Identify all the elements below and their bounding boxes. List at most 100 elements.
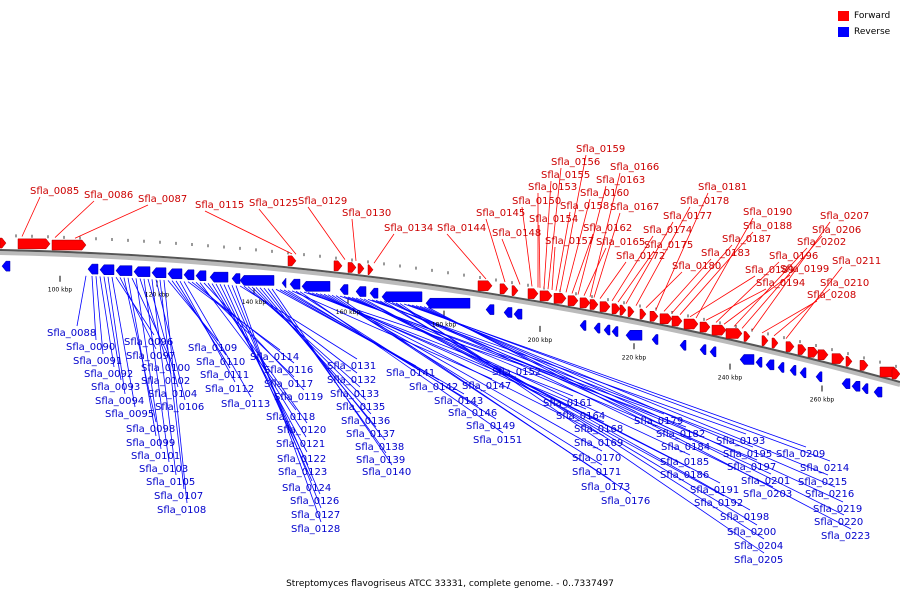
reverse-gene-label: Sfla_0164: [556, 411, 605, 422]
forward-leader-line: [635, 206, 691, 306]
reverse-gene-label: Sfla_0214: [800, 463, 849, 474]
reverse-gene-arrow: [513, 308, 523, 320]
forward-leader-line: [705, 288, 767, 321]
reverse-gene-arrow: [579, 320, 587, 331]
reverse-gene-label: Sfla_0118: [266, 412, 315, 423]
forward-leader-line: [54, 200, 95, 238]
reverse-leader-line: [163, 280, 188, 504]
reverse-gene-arrow: [815, 371, 823, 383]
reverse-leader-line: [263, 287, 386, 441]
forward-gene-label: Sfla_0189: [745, 265, 794, 276]
reverse-leader-line: [283, 289, 465, 395]
reverse-gene-arrow: [209, 271, 229, 283]
reverse-leader-line: [247, 286, 361, 388]
legend-reverse: Reverse: [838, 25, 890, 39]
reverse-gene-label: Sfla_0223: [821, 531, 870, 542]
forward-leader-line: [593, 212, 621, 298]
forward-leader-line: [583, 247, 607, 296]
reverse-leader-line: [347, 296, 692, 441]
forward-gene-label: Sfla_0167: [610, 202, 659, 213]
reverse-gene-label: Sfla_0197: [727, 462, 776, 473]
forward-gene-arrow: [859, 360, 869, 371]
forward-gene-arrow: [347, 262, 357, 273]
forward-leader-line: [611, 235, 654, 302]
forward-leader-line: [679, 231, 754, 315]
forward-gene-arrow: [743, 331, 751, 342]
forward-gene-arrow: [831, 353, 845, 364]
reverse-gene-arrow: [281, 277, 287, 289]
gene-labels: Sfla_0085 Sfla_0086 Sfla_0087 Sfla_0115 Sfla…: [30, 144, 881, 566]
reverse-gene-label: Sfla_0119: [274, 392, 323, 403]
forward-leader-line: [715, 261, 780, 323]
reverse-gene-arrow: [593, 322, 601, 334]
reverse-leader-line: [179, 280, 236, 383]
reverse-gene-label: Sfla_0168: [574, 424, 623, 435]
forward-gene-arrow: [699, 321, 711, 333]
reverse-gene-arrow: [861, 383, 869, 394]
reverse-gene-label: Sfla_0179: [634, 416, 683, 427]
forward-gene-label: Sfla_0085: [30, 186, 79, 197]
reverse-leader-line: [159, 279, 185, 490]
reverse-leader-line: [111, 276, 136, 408]
reverse-leader-line: [271, 288, 393, 466]
legend: Forward Reverse: [838, 9, 890, 41]
forward-leader-line: [565, 198, 591, 293]
reverse-leader-line: [411, 304, 829, 476]
reverse-gene-arrow: [151, 267, 167, 278]
forward-gene-label: Sfla_0177: [663, 211, 712, 222]
forward-leader-line: [373, 233, 395, 264]
tick-label: 240 kbp: [718, 375, 743, 382]
reverse-gene-label: Sfla_0096: [124, 337, 173, 348]
forward-label: Forward: [854, 11, 891, 21]
reverse-gene-label: Sfla_0092: [84, 369, 133, 380]
forward-gene-label: Sfla_0175: [644, 240, 693, 251]
reverse-gene-arrow: [99, 264, 115, 276]
forward-leader-line: [485, 218, 506, 283]
forward-gene-label: Sfla_0202: [797, 237, 846, 248]
forward-gene-label: Sfla_0178: [680, 196, 729, 207]
forward-leader-line: [733, 247, 808, 327]
tick-label: 180 kbp: [432, 322, 457, 329]
reverse-leader-line: [335, 295, 632, 495]
tick-label: 220 kbp: [622, 354, 647, 361]
reverse-leader-line: [395, 302, 765, 540]
forward-gene-label: Sfla_0150: [512, 196, 561, 207]
reverse-gene-label: Sfla_0176: [601, 496, 650, 507]
forward-gene-arrow: [683, 318, 699, 330]
reverse-gene-arrow: [87, 263, 99, 275]
forward-gene-label: Sfla_0134: [384, 223, 433, 234]
forward-gene-arrow: [357, 263, 365, 274]
reverse-gene-label: Sfla_0200: [727, 527, 776, 538]
forward-gene-arrow: [333, 260, 343, 272]
reverse-leader-line: [407, 304, 831, 462]
forward-leader-line: [258, 208, 297, 255]
forward-gene-label: Sfla_0125: [249, 198, 298, 209]
forward-gene-arrow: [639, 308, 647, 320]
reverse-gene-label: Sfla_0095: [105, 409, 154, 420]
forward-gene-label: Sfla_0162: [583, 223, 632, 234]
forward-leader-line: [307, 206, 346, 260]
forward-gene-label: Sfla_0115: [195, 200, 244, 211]
reverse-gene-arrow: [611, 326, 619, 337]
forward-gene-label: Sfla_0194: [756, 278, 805, 289]
reverse-leader-line: [355, 297, 691, 469]
forward-leader-line: [538, 224, 541, 288]
reverse-gene-label: Sfla_0185: [660, 457, 709, 468]
reverse-leader-line: [383, 301, 758, 526]
reverse-gene-label: Sfla_0205: [734, 555, 783, 566]
forward-gene-arrow: [567, 295, 579, 306]
reverse-gene-arrow: [133, 266, 151, 277]
reverse-gene-label: Sfla_0216: [805, 489, 854, 500]
reverse-gene-label: Sfla_0123: [278, 467, 327, 478]
forward-gene-label: Sfla_0153: [528, 182, 577, 193]
forward-gene-label: Sfla_0211: [832, 256, 881, 267]
reverse-gene-label: Sfla_0124: [282, 483, 331, 494]
reverse-leader-line: [399, 303, 765, 554]
reverse-label: Reverse: [854, 27, 891, 37]
tick-label: 140 kbp: [242, 299, 267, 306]
forward-gene-arrow: [711, 324, 727, 336]
reverse-gene-label: Sfla_0161: [543, 398, 592, 409]
reverse-gene-arrow: [195, 270, 207, 281]
reverse-gene-label: Sfla_0116: [264, 365, 313, 376]
reverse-gene-arrow: [625, 330, 643, 341]
